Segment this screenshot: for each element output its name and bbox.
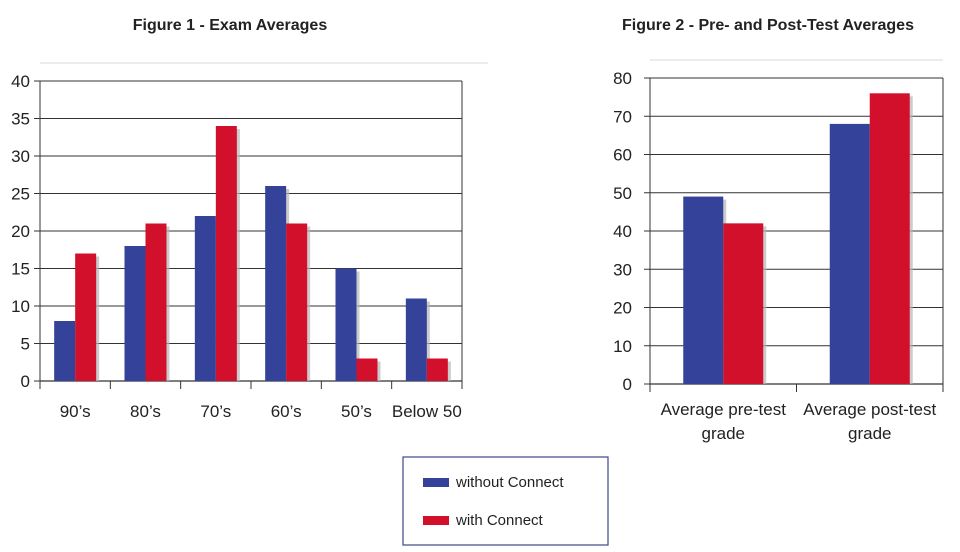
exam-bar-with-connect-0 <box>75 253 97 381</box>
exam-averages-chart: Figure 1 - Exam Averages 0 5 10 15 20 25 30 35 4… <box>11 17 488 421</box>
exam-bar-with-connect-5 <box>426 358 448 381</box>
chart2-category-label: grade <box>848 424 891 443</box>
test-bar-with-connect-0 <box>723 223 764 384</box>
chart2-title: Figure 2 - Pre- and Post-Test Averages <box>622 17 914 34</box>
chart2-category-label: Average post-test <box>803 400 936 419</box>
chart1-title: Figure 1 - Exam Averages <box>133 17 328 34</box>
chart2-ytick-label: 30 <box>613 260 632 279</box>
chart1-category-label: 80’s <box>130 402 161 421</box>
chart1-ytick-label: 35 <box>11 110 30 129</box>
test-bar-without-connect-1 <box>829 123 870 385</box>
chart1-category-label: 60’s <box>271 402 302 421</box>
exam-bar-without-connect-2 <box>194 216 216 381</box>
exam-bar-without-connect-3 <box>265 186 287 381</box>
exam-bar-with-connect-4 <box>356 358 378 381</box>
chart1-ytick-label: 30 <box>11 147 30 166</box>
chart2-ytick-label: 0 <box>623 375 632 394</box>
chart2-ytick-label: 50 <box>613 184 632 203</box>
chart1-ytick-label: 25 <box>11 185 30 204</box>
chart1-category-label: 70’s <box>200 402 231 421</box>
legend-swatch-with-connect <box>423 516 449 525</box>
chart2-ytick-label: 70 <box>613 107 632 126</box>
exam-bar-without-connect-4 <box>335 268 357 381</box>
chart2-ytick-label: 40 <box>613 222 632 241</box>
exam-bar-without-connect-5 <box>405 298 427 381</box>
chart1-category-label: Below 50 <box>392 402 462 421</box>
chart2-ytick-label: 60 <box>613 146 632 165</box>
chart2-ytick-label: 80 <box>613 69 632 88</box>
chart1-category-label: 90’s <box>60 402 91 421</box>
legend-label-without-connect: without Connect <box>455 474 564 491</box>
chart1-category-label: 50’s <box>341 402 372 421</box>
exam-bar-with-connect-3 <box>286 223 308 381</box>
chart2-category-label: grade <box>702 424 745 443</box>
exam-bar-without-connect-1 <box>124 246 146 381</box>
exam-bar-without-connect-0 <box>54 321 76 381</box>
legend-box <box>402 456 609 546</box>
chart1-ytick-label: 0 <box>21 372 30 391</box>
chart1-ytick-label: 5 <box>21 335 30 354</box>
legend-label-with-connect: with Connect <box>455 512 544 529</box>
test-bar-without-connect-0 <box>683 196 724 384</box>
chart1-ytick-label: 15 <box>11 260 30 279</box>
chart1-ytick-label: 10 <box>11 297 30 316</box>
chart2-category-label: Average pre-test <box>661 400 787 419</box>
exam-bar-with-connect-1 <box>145 223 167 381</box>
legend: without Connect with Connect <box>402 456 609 546</box>
chart2-ytick-label: 20 <box>613 299 632 318</box>
chart1-ytick-label: 40 <box>11 72 30 91</box>
test-bar-with-connect-1 <box>869 93 910 385</box>
chart2-ytick-label: 10 <box>613 337 632 356</box>
chart1-ytick-label: 20 <box>11 222 30 241</box>
pre-post-test-chart: Figure 2 - Pre- and Post-Test Averages 0… <box>613 17 944 443</box>
legend-swatch-without-connect <box>423 478 449 487</box>
exam-bar-with-connect-2 <box>215 126 237 381</box>
